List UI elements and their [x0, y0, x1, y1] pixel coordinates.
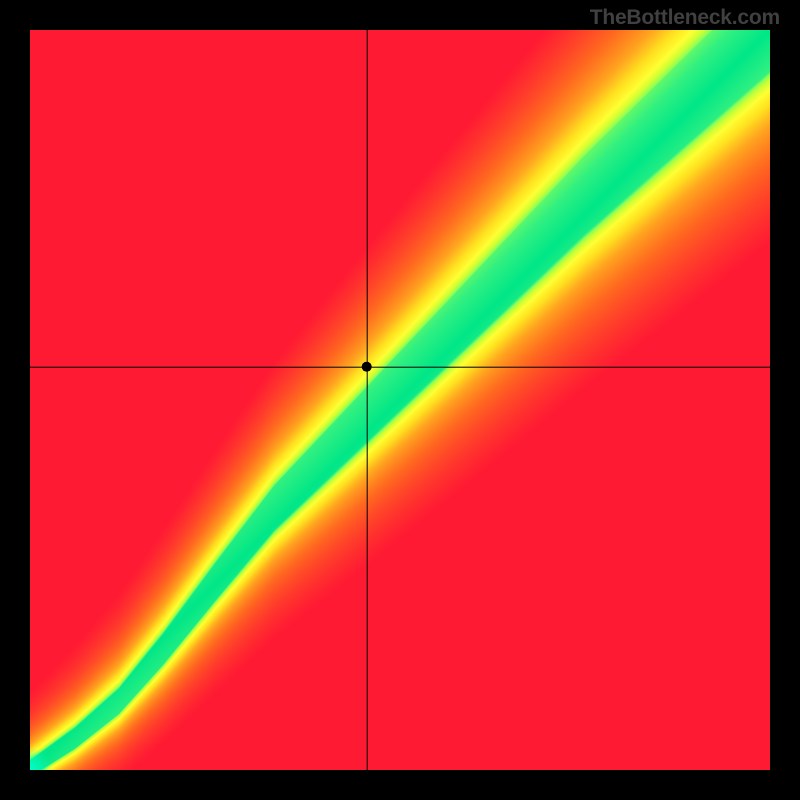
watermark-text: TheBottleneck.com	[590, 6, 780, 30]
chart-container: TheBottleneck.com	[0, 0, 800, 800]
heatmap-canvas	[0, 0, 800, 800]
